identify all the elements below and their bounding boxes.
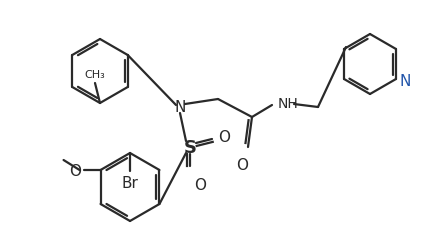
Text: CH₃: CH₃ (85, 70, 105, 80)
Text: N: N (400, 74, 411, 89)
Text: NH: NH (278, 96, 299, 110)
Text: S: S (184, 138, 196, 156)
Text: O: O (70, 164, 82, 179)
Text: N: N (174, 100, 186, 115)
Text: O: O (236, 157, 248, 172)
Text: Br: Br (122, 175, 139, 190)
Text: O: O (218, 130, 230, 145)
Text: O: O (194, 177, 206, 192)
